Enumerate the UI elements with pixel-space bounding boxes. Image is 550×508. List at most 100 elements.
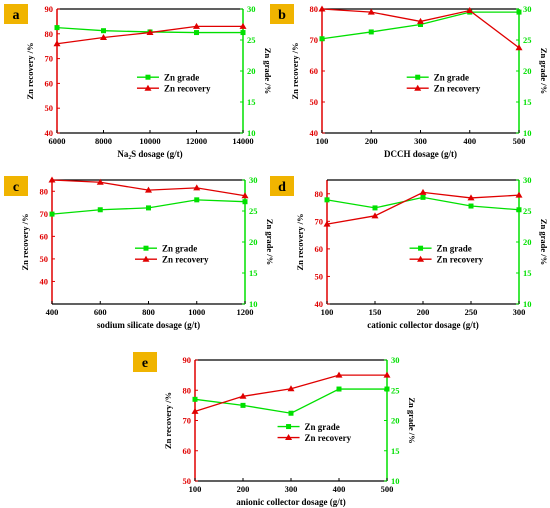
zn-recovery-point xyxy=(419,188,427,195)
left-y-tick-label: 60 xyxy=(310,66,319,76)
zn-recovery-point xyxy=(96,178,104,185)
zn-grade-point xyxy=(368,29,374,35)
zn-grade-point xyxy=(242,199,248,205)
zn-grade-point xyxy=(240,402,246,408)
right-y-tick-label: 10 xyxy=(523,128,532,138)
legend-marker-triangle xyxy=(142,255,150,262)
legend-label: Zn grade xyxy=(162,244,197,254)
zn-recovery-point xyxy=(383,371,391,378)
left-y-tick-label: 50 xyxy=(45,103,54,113)
x-tick-label: 500 xyxy=(381,484,394,494)
x-tick-label: 200 xyxy=(365,136,378,146)
x-tick-label: 200 xyxy=(237,484,250,494)
right-y-tick-label: 10 xyxy=(247,128,256,138)
zn-recovery-point xyxy=(193,22,200,29)
left-y-tick-label: 80 xyxy=(45,29,54,39)
legend-marker-square xyxy=(415,74,421,80)
x-tick-label: 500 xyxy=(513,136,526,146)
legend-label: Zn grade xyxy=(434,73,469,83)
zn-grade-point xyxy=(336,386,342,392)
zn-grade-point xyxy=(240,30,246,36)
right-y-tick-label: 15 xyxy=(249,268,258,278)
legend-marker-triangle xyxy=(285,434,293,441)
panel-label-badge xyxy=(4,4,28,24)
left-y-tick-label: 60 xyxy=(183,446,192,456)
series-line-zn-grade xyxy=(194,388,387,414)
x-tick-label: 12000 xyxy=(186,136,207,146)
x-tick-label: 300 xyxy=(414,136,427,146)
zn-grade-point xyxy=(516,9,522,15)
panel-label-badge xyxy=(133,352,157,372)
zn-grade-point xyxy=(146,205,151,211)
zn-grade-point xyxy=(418,22,423,27)
legend-label: Zn recovery xyxy=(305,433,352,443)
left-y-tick-label: 60 xyxy=(45,78,54,88)
zn-grade-point xyxy=(192,396,198,402)
legend-marker-square xyxy=(143,245,149,251)
legend-marker-triangle xyxy=(417,255,425,262)
left-y-axis-title: Zn recovery /% xyxy=(290,43,300,100)
left-y-tick-label: 50 xyxy=(310,97,319,107)
left-y-tick-label: 80 xyxy=(183,385,192,395)
right-y-tick-label: 10 xyxy=(249,299,258,309)
x-tick-label: 400 xyxy=(46,307,59,317)
x-tick-label: 100 xyxy=(189,484,202,494)
x-tick-label: 800 xyxy=(142,307,155,317)
x-tick-label: 1000 xyxy=(188,307,205,317)
zn-grade-point xyxy=(384,386,390,392)
x-axis-title: Na₂S dosage (g/t) xyxy=(117,149,182,159)
zn-recovery-point xyxy=(367,8,375,15)
zn-recovery-point xyxy=(467,194,475,201)
chart-panel-b: b 100 200 300 400 500 40 50 60 70 80 10 15 20 25 30 DCCH… xyxy=(270,4,549,159)
right-y-tick-label: 15 xyxy=(391,446,400,456)
zn-grade-point xyxy=(194,197,200,203)
right-y-tick-label: 15 xyxy=(523,97,532,107)
zn-recovery-point xyxy=(318,5,326,12)
right-y-tick-label: 25 xyxy=(247,35,256,45)
right-y-tick-label: 10 xyxy=(391,476,400,486)
right-y-tick-label: 30 xyxy=(523,175,532,185)
zn-recovery-point xyxy=(515,44,523,51)
x-tick-label: 10000 xyxy=(139,136,160,146)
legend-label: Zn recovery xyxy=(434,84,481,94)
zn-recovery-point xyxy=(239,392,247,399)
panel-label-badge xyxy=(270,4,294,24)
x-axis-title: anionic collector dosage (g/t) xyxy=(236,497,346,507)
left-y-tick-label: 80 xyxy=(315,189,324,199)
x-axis-title: sodium silicate dosage (g/t) xyxy=(97,320,200,330)
panel-label: e xyxy=(142,356,148,371)
x-tick-label: 300 xyxy=(513,307,526,317)
x-tick-label: 250 xyxy=(465,307,478,317)
right-y-axis-title: Zn grade /% xyxy=(539,48,549,94)
left-y-tick-label: 70 xyxy=(310,35,319,45)
left-y-axis-title: Zn recovery /% xyxy=(25,43,35,100)
x-axis-title: cationic collector dosage (g/t) xyxy=(367,320,479,330)
zn-recovery-point xyxy=(100,34,107,41)
right-y-tick-label: 15 xyxy=(247,97,256,107)
right-y-tick-label: 20 xyxy=(249,237,258,247)
right-y-tick-label: 20 xyxy=(247,66,256,76)
legend-label: Zn grade xyxy=(437,244,472,254)
x-tick-label: 1200 xyxy=(237,307,254,317)
right-y-axis-title: Zn grade /% xyxy=(263,48,273,94)
right-y-tick-label: 20 xyxy=(391,416,400,426)
x-tick-label: 600 xyxy=(94,307,107,317)
legend-label: Zn recovery xyxy=(437,255,484,265)
panel-label-badge xyxy=(270,176,294,196)
legend-label: Zn recovery xyxy=(164,84,211,94)
x-tick-label: 400 xyxy=(463,136,476,146)
zn-recovery-point xyxy=(323,220,331,227)
left-y-tick-label: 50 xyxy=(40,254,49,264)
legend-marker-square xyxy=(418,245,424,251)
x-tick-label: 150 xyxy=(369,307,382,317)
right-y-tick-label: 20 xyxy=(523,237,532,247)
left-y-tick-label: 40 xyxy=(310,128,319,138)
chart-panel-e: e 100 200 300 400 500 50 60 70 80 90 10 15 20 25 30 anio… xyxy=(133,352,417,507)
zn-recovery-point xyxy=(193,184,201,191)
zn-recovery-point xyxy=(48,176,56,183)
legend-label: Zn grade xyxy=(305,422,340,432)
legend-label: Zn grade xyxy=(164,73,199,83)
zn-grade-point xyxy=(420,194,426,200)
left-y-tick-label: 70 xyxy=(40,209,49,219)
